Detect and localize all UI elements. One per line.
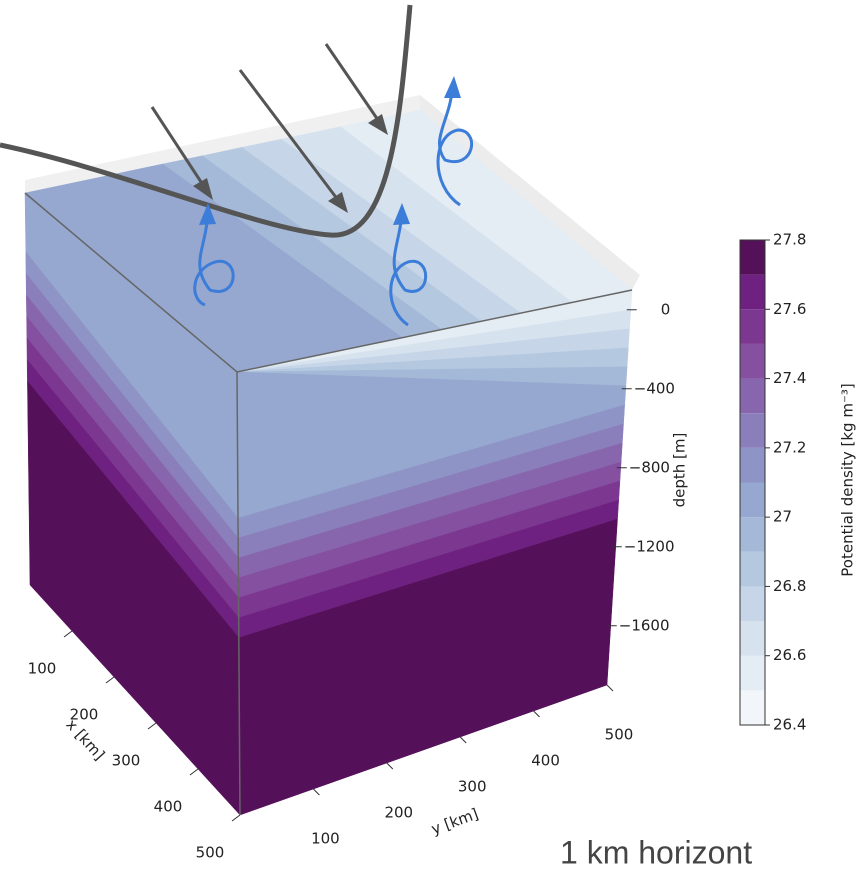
front-curve (0, 4, 413, 238)
arrowhead (193, 178, 213, 200)
colorbar-band (740, 690, 765, 725)
colorbar-band (740, 240, 765, 275)
arrowhead (444, 76, 461, 98)
colorbar-band (740, 586, 765, 622)
colorbar-band (740, 517, 765, 552)
colorbar-frame (739, 239, 766, 726)
z-tick-label: −800 (629, 458, 670, 476)
edge (236, 371, 241, 816)
y-tick-label: 200 (384, 804, 413, 822)
y-tick (459, 736, 467, 744)
arrow (324, 43, 380, 121)
colorbar-tick-label: 27.6 (773, 300, 806, 318)
colorbar-band (740, 274, 765, 310)
x-tick (231, 814, 241, 822)
colorbar-band (740, 551, 765, 587)
annotation: 1 km horizont (560, 834, 752, 870)
x-tick (147, 722, 157, 730)
cube-edges (24, 192, 633, 816)
colorbar-band (740, 413, 765, 448)
colorbar-band (740, 655, 765, 691)
colorbar-band (740, 309, 765, 344)
eddy (436, 89, 474, 207)
y-tick-label: 400 (531, 752, 560, 770)
z-tick-label: −1200 (624, 537, 675, 555)
arrowhead (328, 192, 348, 213)
z-tick-label: 0 (661, 300, 671, 318)
arrowhead (199, 203, 216, 225)
arrows (150, 43, 380, 201)
colorbar-tick-label: 27.2 (773, 438, 806, 456)
colorbar-band (740, 482, 765, 518)
x-tick (63, 630, 73, 638)
y-tick-label: 300 (458, 778, 487, 796)
x-tick-label: 300 (112, 752, 141, 770)
eddies (193, 89, 474, 327)
y-tick (313, 788, 320, 796)
arrowheads (193, 114, 388, 213)
y-tick-label: 500 (605, 726, 634, 744)
arrow (238, 69, 340, 201)
back-pane (420, 95, 640, 290)
y-tick (386, 762, 394, 770)
y-tick (606, 684, 614, 692)
y-tick (533, 710, 540, 718)
arrowhead (393, 203, 410, 225)
colorbar-band (740, 343, 765, 379)
colorbar-band (740, 447, 765, 483)
y-tick-label: 100 (311, 830, 340, 848)
x-tick (189, 768, 199, 776)
x-tick (105, 676, 115, 684)
arrowhead (368, 114, 388, 135)
overlay (0, 4, 474, 327)
eddy (389, 214, 428, 327)
z-tick-label: −400 (634, 379, 675, 397)
colorbar-tick-label: 26.6 (773, 646, 806, 664)
colorbar-tick-label: 27.4 (773, 369, 806, 387)
cube (24, 109, 633, 816)
z-tick-label: −1600 (619, 616, 670, 634)
y-axis-label: y [km] (429, 805, 481, 839)
colorbar-tick-label: 27.8 (773, 231, 806, 249)
colorbar-tick-label: 26.4 (773, 716, 806, 734)
colorbar-band (740, 378, 765, 414)
x-tick-label: 500 (196, 844, 225, 862)
x-tick-label: 400 (154, 798, 183, 816)
colorbar-tick-label: 27 (773, 508, 792, 526)
eddy (193, 214, 235, 307)
eddy-heads (199, 76, 461, 225)
back-pane (25, 95, 420, 193)
z-axis-label: depth [m] (671, 433, 689, 508)
x-tick-label: 100 (28, 660, 57, 678)
colorbar-label: Potential density [kg m⁻³] (839, 383, 857, 576)
arrow (150, 106, 205, 186)
x-tick-label: 200 (70, 706, 99, 724)
colorbar-tick-label: 26.8 (773, 577, 806, 595)
colorbar-band (740, 621, 765, 656)
